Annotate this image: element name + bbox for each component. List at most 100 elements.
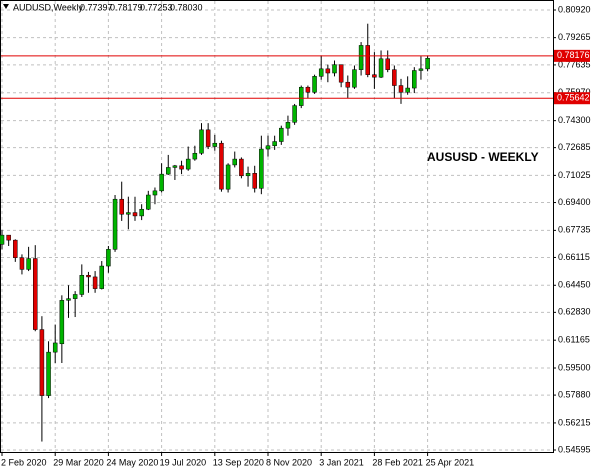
y-tick-label: 0.66115 bbox=[558, 252, 590, 262]
candle-body bbox=[39, 329, 45, 396]
candle-body bbox=[292, 105, 297, 123]
y-tick-label: 0.56215 bbox=[558, 417, 591, 427]
candle-body bbox=[166, 167, 171, 175]
candle-body bbox=[152, 190, 158, 196]
candle-body bbox=[225, 164, 231, 190]
candle-body bbox=[126, 212, 131, 215]
candle-body bbox=[245, 173, 251, 177]
y-tick-label: 0.69400 bbox=[558, 197, 591, 207]
x-tick-label: 29 Mar 2020 bbox=[53, 457, 104, 467]
candle-body bbox=[6, 234, 11, 241]
y-tick-label: 0.79265 bbox=[558, 32, 591, 42]
x-tick-label: 13 Sep 2020 bbox=[213, 457, 264, 467]
candle-body bbox=[285, 122, 291, 129]
y-tick-label: 0.59500 bbox=[558, 362, 591, 372]
ohlc-low: 0.77253 bbox=[140, 2, 173, 12]
y-tick-label: 0.72685 bbox=[558, 142, 591, 152]
candle-body bbox=[205, 129, 211, 147]
y-tick-label: 0.74300 bbox=[558, 115, 591, 125]
candle-body bbox=[172, 165, 178, 168]
y-tick-label: 0.71025 bbox=[558, 170, 591, 180]
candle-body bbox=[232, 158, 237, 166]
candle-body bbox=[338, 64, 344, 83]
grid bbox=[1, 1, 553, 452]
y-tick-label: 0.77635 bbox=[558, 59, 591, 69]
candle-body bbox=[272, 141, 277, 146]
x-tick-label: 24 May 2020 bbox=[106, 457, 158, 467]
candle-body bbox=[159, 173, 164, 192]
candle-body bbox=[312, 76, 317, 93]
candle-body bbox=[412, 70, 417, 89]
symbol: AUDUSD,Weekly bbox=[13, 2, 83, 12]
x-tick-label: 3 Jan 2021 bbox=[319, 457, 364, 467]
candle-body bbox=[378, 58, 384, 78]
candle-body bbox=[398, 85, 404, 93]
candle-body bbox=[79, 274, 85, 295]
annotation: AUSUSD - WEEKLY bbox=[427, 150, 539, 164]
candle-body bbox=[365, 45, 370, 75]
candle-body bbox=[418, 68, 424, 71]
x-tick-label: 25 Apr 2021 bbox=[426, 457, 475, 467]
candle-body bbox=[425, 58, 430, 70]
candle-body bbox=[372, 74, 377, 78]
candle-body bbox=[212, 142, 218, 147]
candle-body bbox=[13, 239, 18, 258]
candle-body bbox=[219, 142, 224, 190]
y-tick-label: 0.61165 bbox=[558, 335, 590, 345]
candle-body bbox=[33, 258, 38, 330]
candle-body bbox=[345, 81, 351, 88]
candle-body bbox=[332, 64, 337, 74]
y-tick-label: 0.64450 bbox=[558, 280, 591, 290]
candle-body bbox=[46, 351, 51, 396]
candle-body bbox=[318, 68, 324, 77]
level-label: 0.75642 bbox=[557, 93, 590, 103]
y-tick-label: 0.57880 bbox=[558, 389, 591, 399]
y-tick-label: 0.62830 bbox=[558, 307, 591, 317]
candle-body bbox=[385, 58, 390, 70]
candle-body bbox=[99, 265, 104, 289]
level-label: 0.78176 bbox=[557, 50, 590, 60]
candle-body bbox=[405, 87, 410, 93]
candle-body bbox=[66, 298, 71, 301]
candle-body bbox=[92, 276, 98, 289]
y-tick-label: 0.75970 bbox=[558, 87, 591, 97]
x-tick-label: 8 Nov 2020 bbox=[266, 457, 312, 467]
candle-body bbox=[72, 294, 78, 299]
candle-body bbox=[325, 68, 331, 74]
candle-body bbox=[199, 129, 204, 154]
menu-arrow[interactable] bbox=[3, 4, 9, 9]
plot-frame bbox=[0, 0, 554, 453]
candle-body bbox=[112, 198, 118, 250]
x-tick-label: 28 Feb 2021 bbox=[372, 457, 423, 467]
candle-body bbox=[86, 274, 91, 278]
candle-body bbox=[358, 45, 364, 70]
candle-body bbox=[352, 69, 357, 88]
candle-body bbox=[192, 152, 198, 160]
x-tick-label: 19 Jul 2020 bbox=[160, 457, 207, 467]
candle-body bbox=[106, 249, 111, 267]
candle-body bbox=[179, 165, 184, 170]
ohlc-close: 0.78030 bbox=[170, 2, 203, 12]
y-tick-label: 0.67735 bbox=[558, 225, 591, 235]
candle-body bbox=[19, 257, 25, 270]
ohlc-high: 0.78179 bbox=[110, 2, 143, 12]
candle-body bbox=[59, 300, 65, 345]
x-tick-label: 2 Feb 2020 bbox=[1, 457, 47, 467]
candle-body bbox=[239, 158, 244, 177]
level-label-box bbox=[554, 92, 590, 105]
candle-body bbox=[119, 198, 124, 215]
candle-body bbox=[259, 148, 264, 189]
ohlc-open: 0.77397 bbox=[80, 2, 113, 12]
candle-body bbox=[299, 86, 304, 106]
y-tick-label: 0.54595 bbox=[558, 444, 591, 454]
candle-body bbox=[392, 69, 397, 86]
candle-body bbox=[52, 342, 58, 353]
candle-body bbox=[132, 212, 138, 217]
candle-body bbox=[146, 194, 151, 210]
candle-body bbox=[139, 208, 144, 217]
candle-body bbox=[185, 158, 191, 170]
candle-body bbox=[0, 234, 5, 245]
candle-body bbox=[305, 86, 311, 93]
